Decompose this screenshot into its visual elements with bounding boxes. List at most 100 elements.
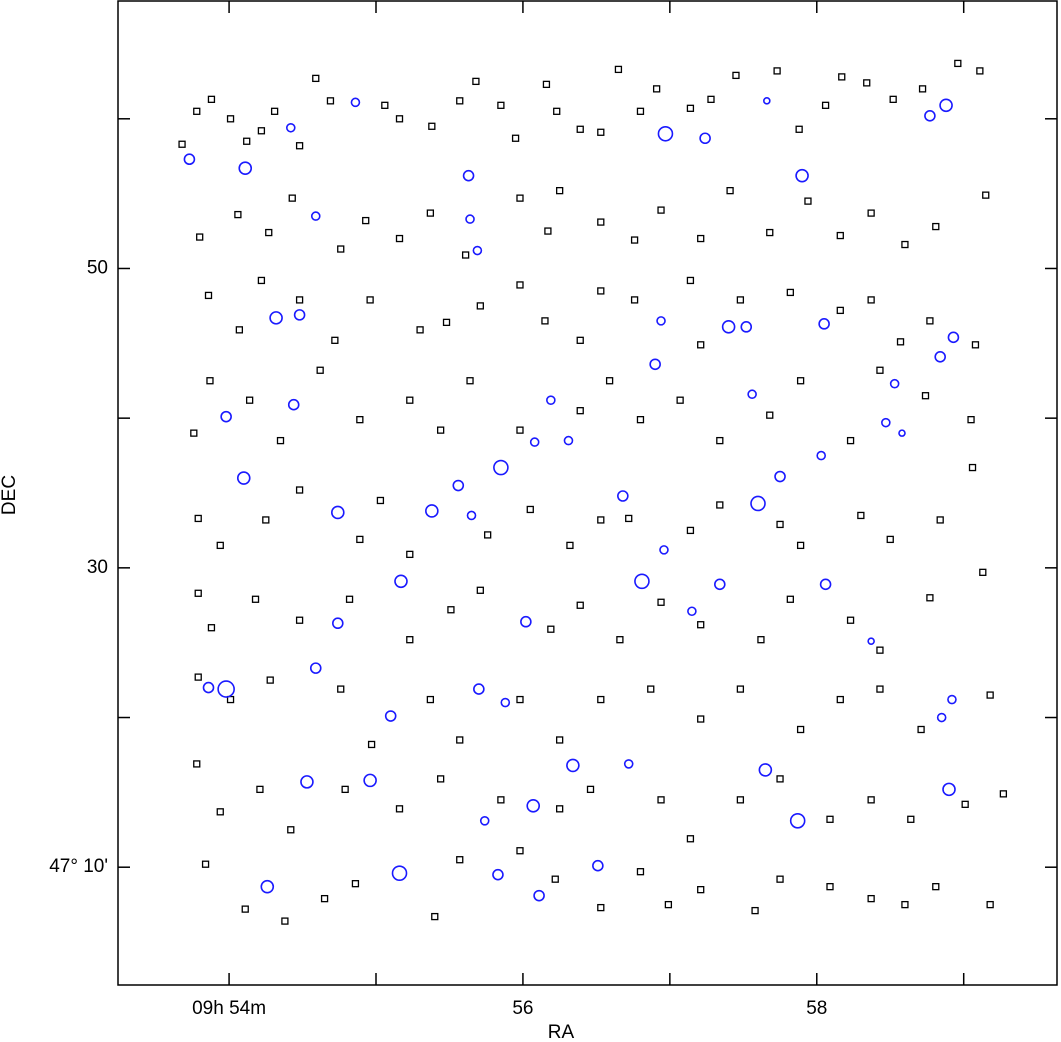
square-marker bbox=[652, 85, 661, 93]
square-marker bbox=[597, 218, 605, 226]
square-marker bbox=[331, 336, 339, 344]
circle-marker bbox=[220, 410, 232, 423]
square-marker bbox=[971, 341, 980, 349]
square-marker bbox=[516, 426, 524, 434]
square-marker bbox=[867, 296, 875, 304]
square-marker bbox=[395, 234, 404, 243]
square-marker bbox=[986, 900, 994, 909]
square-marker bbox=[926, 594, 934, 602]
square-marker bbox=[395, 805, 404, 813]
square-marker bbox=[597, 287, 605, 295]
square-marker bbox=[576, 336, 584, 344]
square-marker bbox=[516, 281, 524, 289]
circle-marker bbox=[924, 110, 936, 122]
square-marker bbox=[826, 815, 834, 823]
square-marker bbox=[406, 636, 414, 644]
square-marker bbox=[367, 740, 376, 749]
square-marker bbox=[838, 73, 846, 81]
circle-marker bbox=[479, 816, 490, 826]
square-marker bbox=[576, 125, 584, 133]
circle-marker bbox=[763, 97, 771, 105]
square-marker bbox=[320, 894, 329, 903]
square-marker bbox=[576, 407, 584, 415]
circle-marker bbox=[592, 859, 604, 872]
circle-marker bbox=[795, 168, 809, 183]
square-marker bbox=[251, 595, 260, 603]
circle-marker bbox=[936, 712, 947, 723]
circle-marker bbox=[740, 321, 753, 333]
square-marker bbox=[732, 71, 740, 80]
circle-marker bbox=[789, 813, 806, 829]
square-marker bbox=[846, 616, 855, 624]
square-marker bbox=[541, 317, 549, 325]
square-marker bbox=[376, 496, 385, 505]
square-marker bbox=[234, 210, 242, 219]
square-marker bbox=[630, 296, 639, 304]
circle-marker bbox=[533, 889, 545, 902]
circle-marker bbox=[563, 435, 574, 446]
circle-marker bbox=[699, 132, 711, 145]
square-marker bbox=[697, 621, 705, 629]
circle-marker bbox=[529, 437, 540, 447]
circle-marker bbox=[947, 694, 957, 705]
square-marker bbox=[886, 535, 894, 544]
square-marker bbox=[194, 589, 202, 597]
square-marker bbox=[786, 288, 794, 297]
circle-marker bbox=[659, 545, 669, 555]
circle-marker bbox=[363, 773, 377, 788]
square-marker bbox=[472, 77, 480, 86]
circle-marker bbox=[546, 395, 556, 405]
square-marker bbox=[616, 636, 624, 644]
square-marker bbox=[625, 514, 633, 523]
square-marker bbox=[326, 97, 335, 105]
square-marker bbox=[516, 194, 524, 202]
circle-marker bbox=[466, 510, 477, 521]
square-marker bbox=[216, 808, 224, 816]
square-marker bbox=[776, 775, 784, 783]
square-marker bbox=[226, 115, 235, 123]
square-marker bbox=[968, 463, 977, 472]
square-marker bbox=[207, 624, 216, 632]
square-marker bbox=[257, 127, 266, 135]
square-marker bbox=[686, 104, 695, 112]
square-marker bbox=[288, 194, 296, 202]
square-marker bbox=[466, 377, 474, 385]
square-marker bbox=[516, 695, 524, 704]
square-marker bbox=[456, 97, 464, 105]
square-marker bbox=[867, 209, 875, 217]
square-marker bbox=[241, 905, 249, 913]
square-marker bbox=[597, 128, 605, 136]
square-marker bbox=[395, 115, 404, 123]
circle-marker bbox=[183, 153, 196, 166]
square-marker bbox=[366, 296, 374, 304]
circle-marker bbox=[947, 331, 960, 344]
circle-marker bbox=[425, 504, 439, 518]
square-marker bbox=[786, 595, 794, 603]
square-marker bbox=[918, 85, 927, 93]
square-marker bbox=[697, 341, 705, 349]
square-marker bbox=[751, 906, 759, 915]
square-marker bbox=[676, 396, 684, 404]
square-marker bbox=[337, 685, 345, 693]
square-marker bbox=[456, 856, 464, 864]
circle-marker bbox=[238, 161, 253, 175]
square-marker bbox=[204, 291, 213, 300]
square-marker bbox=[190, 429, 198, 437]
circle-marker bbox=[819, 578, 832, 591]
circle-marker bbox=[889, 378, 900, 389]
y-tick-label: 47° 10' bbox=[49, 856, 108, 877]
square-marker bbox=[201, 860, 210, 868]
square-marker bbox=[932, 883, 940, 891]
square-marker bbox=[207, 95, 216, 103]
square-marker bbox=[846, 436, 855, 445]
square-marker bbox=[551, 875, 559, 883]
square-marker bbox=[265, 228, 273, 237]
square-marker bbox=[836, 695, 844, 704]
square-marker bbox=[287, 826, 295, 834]
circle-marker bbox=[816, 450, 826, 461]
square-marker bbox=[461, 251, 470, 259]
square-marker bbox=[547, 625, 555, 633]
square-marker bbox=[889, 95, 897, 103]
circle-marker bbox=[285, 122, 296, 133]
